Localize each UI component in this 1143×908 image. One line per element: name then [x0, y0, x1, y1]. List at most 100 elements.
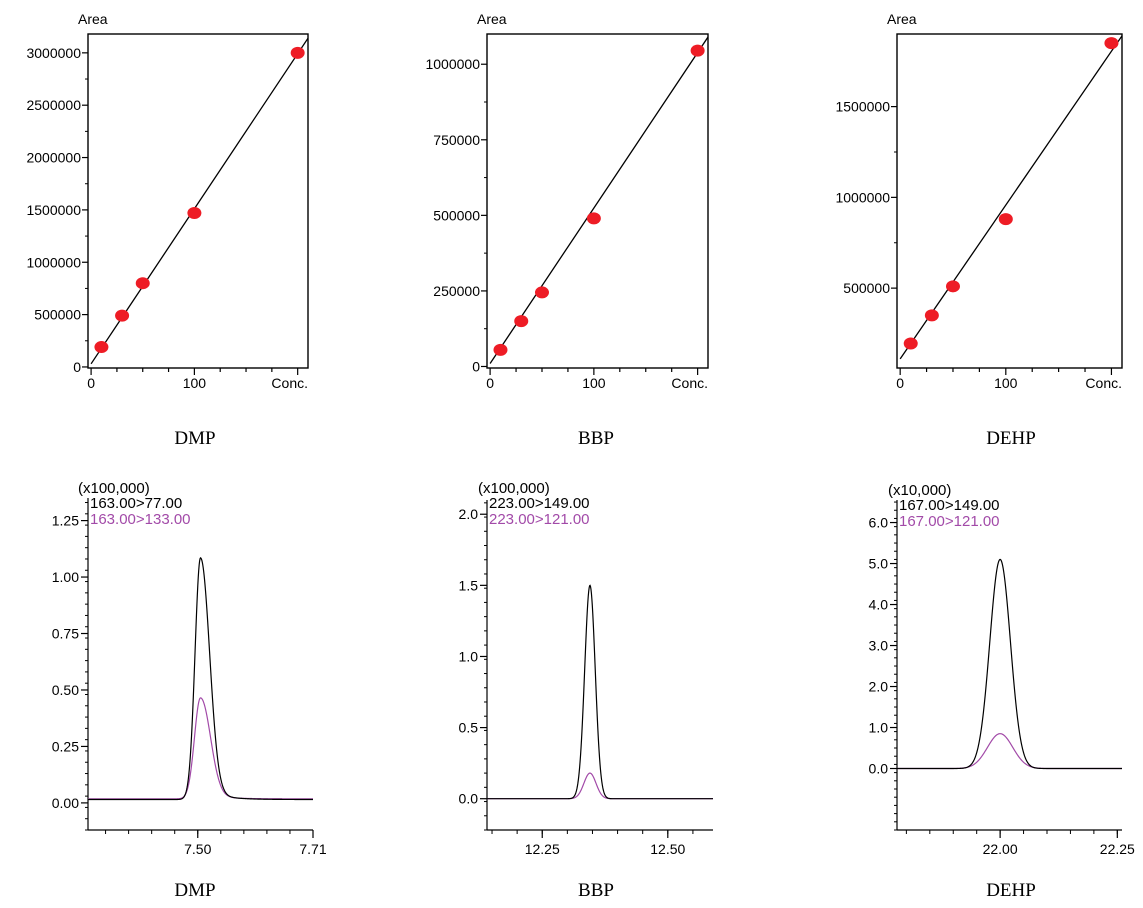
data-point	[690, 44, 705, 57]
scale-label: (x100,000)	[478, 480, 550, 497]
x-tick-label: 0	[87, 375, 95, 391]
x-tick-label: 100	[582, 375, 606, 391]
y-tick-label: 1.25	[52, 513, 79, 529]
series-line	[487, 584, 713, 800]
scale-label: (x10,000)	[888, 482, 951, 499]
y-tick-label: 0.0	[869, 761, 889, 777]
data-point	[945, 280, 960, 293]
scale-label: (x100,000)	[78, 480, 150, 497]
x-tick-label: 22.25	[1100, 841, 1135, 857]
panel-title: BBP	[578, 880, 614, 901]
y-tick-label: 0.5	[459, 720, 479, 736]
data-point	[290, 46, 305, 59]
series-label: 223.00>121.00	[489, 511, 590, 528]
chart-panel-6: 0.0 1.0 2.0 3.0 4.0 5.0 6.0 22.00 22.25 (x10,000)…	[869, 482, 1136, 901]
x-tick-label: 0	[896, 375, 904, 391]
series-label: 167.00>121.00	[899, 513, 1000, 530]
chart-panel-2: 0 250000 500000 750000 1000000 0 100 Conc. Area B…	[425, 11, 709, 449]
y-tick-label: 0.25	[52, 738, 79, 754]
fit-line	[899, 35, 1122, 360]
y-tick-label: 1.5	[459, 577, 479, 593]
y-tick-label: 750000	[433, 132, 480, 148]
data-point	[493, 343, 508, 356]
x-tick-label: 100	[994, 375, 1018, 391]
data-point	[1104, 37, 1119, 50]
y-tick-label: 2.0	[459, 506, 479, 522]
chart-panel-4: 0.00 0.25 0.50 0.75 1.00 1.25 7.50 7.71 (x100,00…	[52, 480, 327, 901]
y-tick-label: 0	[472, 358, 480, 374]
series-line	[88, 697, 313, 800]
data-point	[94, 341, 109, 354]
data-point	[586, 212, 601, 225]
y-tick-label: 5.0	[869, 556, 889, 572]
y-tick-label: 1.00	[52, 569, 79, 585]
series-line	[487, 772, 713, 800]
y-tick-label: 1000000	[425, 56, 480, 72]
y-tick-label: 1500000	[835, 99, 890, 115]
y-tick-label: 250000	[433, 283, 480, 299]
x-tick-label: 12.25	[525, 841, 560, 857]
panel-title: DMP	[174, 428, 215, 449]
panel-title: BBP	[578, 428, 614, 449]
y-tick-label: 1000000	[835, 189, 890, 205]
y-axis-label: Area	[78, 11, 108, 27]
y-tick-label: 2000000	[26, 150, 81, 166]
data-point	[924, 309, 939, 322]
data-point	[514, 315, 529, 328]
data-point	[903, 337, 918, 350]
x-tick-label: 0	[486, 375, 494, 391]
series-line	[897, 558, 1122, 770]
series-line	[897, 733, 1122, 770]
x-axis-label: Conc.	[671, 375, 708, 391]
series-label: 223.00>149.00	[489, 495, 590, 512]
x-tick-label: 7.50	[184, 841, 211, 857]
y-tick-label: 4.0	[869, 597, 889, 613]
y-axis-label: Area	[887, 11, 917, 27]
series-line	[88, 557, 313, 801]
data-point	[998, 213, 1013, 226]
y-tick-label: 0.75	[52, 626, 79, 642]
y-tick-label: 6.0	[869, 515, 889, 531]
y-tick-label: 0	[73, 359, 81, 375]
y-tick-label: 1.0	[459, 648, 479, 664]
panel-title: DEHP	[986, 428, 1036, 449]
data-point	[115, 309, 130, 322]
y-tick-label: 2500000	[26, 97, 81, 113]
chart-panel-5: 0.00.51.01.52.012.25 12.50(x100,000)223.0…	[459, 480, 713, 901]
fit-line	[489, 36, 708, 364]
x-axis-label: Conc.	[271, 375, 308, 391]
panel-title: DMP	[174, 880, 215, 901]
y-tick-label: 1.0	[869, 720, 889, 736]
y-tick-label: 3.0	[869, 638, 889, 654]
y-tick-label: 3000000	[26, 45, 81, 61]
x-tick-label: 22.00	[983, 841, 1018, 857]
y-tick-label: 0.0	[459, 791, 479, 807]
series-label: 163.00>133.00	[90, 511, 191, 528]
chart-panel-3: 500000 1000000 1500000 0 100 Conc. Area DEHP	[835, 11, 1123, 449]
x-axis-label: Conc.	[1085, 375, 1122, 391]
plot-frame	[486, 33, 709, 369]
series-label: 167.00>149.00	[899, 497, 1000, 514]
panel-title: DEHP	[986, 880, 1036, 901]
data-point	[135, 277, 150, 290]
y-tick-label: 500000	[34, 307, 81, 323]
fit-line	[90, 37, 308, 365]
x-tick-label: 12.50	[650, 841, 685, 857]
x-tick-label: 100	[183, 375, 207, 391]
y-tick-label: 2.0	[869, 679, 889, 695]
y-tick-label: 0.50	[52, 682, 79, 698]
chart-panel-1: 0 500000 1000000 1500000 2000000 2500000 30000…	[26, 11, 309, 449]
data-point	[187, 207, 202, 220]
y-tick-label: 0.00	[52, 795, 79, 811]
plot-frame	[896, 33, 1123, 369]
y-tick-label: 500000	[843, 280, 890, 296]
plot-frame	[87, 33, 309, 369]
y-tick-label: 1500000	[26, 202, 81, 218]
y-tick-label: 500000	[433, 207, 480, 223]
y-axis-label: Area	[477, 11, 507, 27]
data-point	[534, 286, 549, 299]
y-tick-label: 1000000	[26, 254, 81, 270]
series-label: 163.00>77.00	[90, 495, 182, 512]
x-tick-label: 7.71	[299, 841, 326, 857]
